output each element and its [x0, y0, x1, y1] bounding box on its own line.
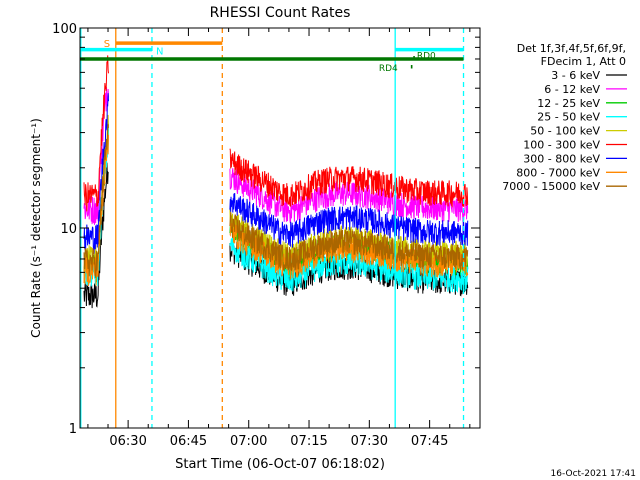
x-tick-label: 06:45 — [170, 434, 207, 449]
legend-entry-label: 12 - 25 keV — [537, 97, 600, 110]
legend-header-line1: Det 1f,3f,4f,5f,6f,9f, — [517, 42, 626, 55]
y-tick-label: 1 — [69, 422, 77, 437]
x-axis-label: Start Time (06-Oct-07 06:18:02) — [175, 457, 385, 472]
series-line-post — [229, 148, 469, 208]
x-tick-label: 07:00 — [230, 434, 267, 449]
series-line-pre — [83, 134, 109, 287]
x-tick-label: 06:30 — [109, 434, 146, 449]
x-tick-label: 07:30 — [351, 434, 388, 449]
y-axis-label: Count Rate (s⁻¹ detector segment⁻¹) — [29, 118, 43, 338]
x-tick-label: 07:45 — [411, 434, 448, 449]
x-tick-label: 07:15 — [290, 434, 327, 449]
series-line-post — [229, 212, 469, 271]
series-line-post — [229, 236, 469, 293]
legend-entry-label: 300 - 800 keV — [523, 152, 600, 165]
legend-entry-label: 3 - 6 keV — [551, 69, 600, 82]
legend-header-line2: FDecim 1, Att 0 — [541, 55, 626, 68]
series-line-post — [229, 168, 469, 224]
series-line-pre — [83, 55, 109, 212]
series-line-pre — [83, 162, 109, 309]
legend-entry-label: 100 - 300 keV — [523, 139, 600, 152]
status-label-rd4: RD4 — [379, 64, 398, 74]
legend-entry-label: 7000 - 15000 keV — [502, 180, 600, 193]
status-label-n: N — [156, 47, 163, 58]
legend: Det 1f,3f,4f,5f,6f,9f,FDecim 1, Att 03 -… — [502, 42, 627, 193]
y-tick-label: 10 — [60, 222, 77, 237]
legend-entry-label: 50 - 100 keV — [530, 125, 600, 138]
chart-title: RHESSI Count Rates — [210, 5, 351, 21]
legend-entry-label: 25 - 50 keV — [537, 111, 600, 124]
legend-entry-label: 800 - 7000 keV — [516, 166, 600, 179]
status-label-rd0: RD0 — [417, 52, 436, 62]
y-tick-label: 100 — [52, 22, 77, 37]
series-line-pre — [83, 124, 109, 279]
timestamp: 16-Oct-2021 17:41 — [551, 469, 636, 479]
status-label-s: S — [104, 39, 110, 50]
legend-entry-label: 6 - 12 keV — [544, 83, 600, 96]
axes-group: S N RD0 RD4 06:30 06:45 07:00 07:15 07:30 07:45 1 1… — [52, 22, 480, 449]
series-line-post — [229, 192, 469, 248]
series-group — [83, 55, 469, 309]
